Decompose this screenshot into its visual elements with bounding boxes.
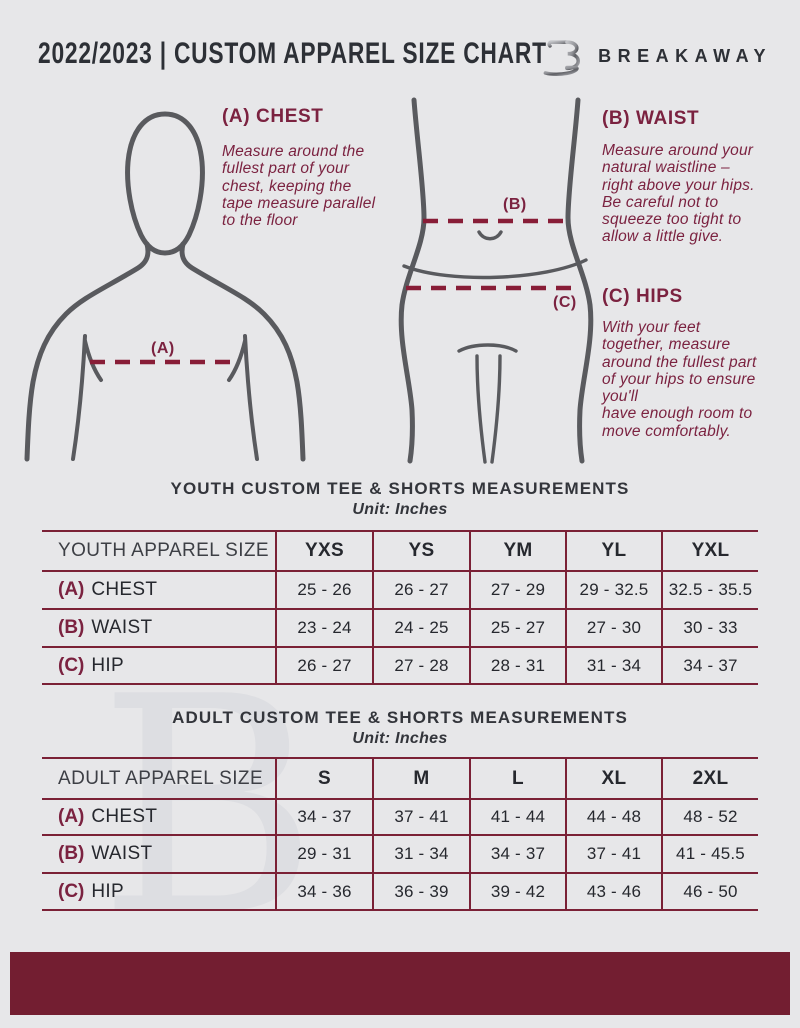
adult-waist-row: (B) WAIST 29 - 31 31 - 34 34 - 37 37 - 41… — [42, 836, 758, 874]
cell: 37 - 41 — [372, 800, 469, 834]
brand-watermark-letter: B — [98, 633, 319, 982]
hips-description: With your feet together, measure around … — [602, 319, 757, 440]
youth-col-ym: YM — [469, 532, 565, 570]
row-name: CHEST — [91, 579, 158, 600]
cell: 30 - 33 — [661, 610, 758, 646]
row-key: (C) — [58, 654, 85, 676]
adult-col-l: L — [469, 759, 565, 798]
brand-name: BREAKAWAY — [598, 45, 772, 66]
brand-logo: BREAKAWAY — [540, 29, 772, 83]
row-key: (A) — [58, 806, 85, 827]
waist-hip-figure — [398, 97, 594, 464]
youth-hip-row: (C) HIP 26 - 27 27 - 28 28 - 31 31 - 34 3… — [42, 648, 758, 685]
cell: 28 - 31 — [469, 648, 565, 683]
cell: 26 - 27 — [275, 648, 372, 683]
row-name: CHEST — [91, 806, 158, 827]
youth-col-ys: YS — [372, 532, 469, 570]
cell: 27 - 30 — [565, 610, 661, 646]
cell: 32.5 - 35.5 — [661, 572, 758, 608]
cell: 25 - 27 — [469, 610, 565, 646]
cell: 34 - 36 — [275, 874, 372, 909]
cell: 29 - 32.5 — [565, 572, 661, 608]
page-title: 2022/2023 | CUSTOM APPAREL SIZE CHART — [38, 37, 547, 70]
cell: 34 - 37 — [275, 800, 372, 834]
cell: 41 - 44 — [469, 800, 565, 834]
cell: 26 - 27 — [372, 572, 469, 608]
adult-col-m: M — [372, 759, 469, 798]
cell: 27 - 29 — [469, 572, 565, 608]
measurement-figures — [24, 97, 594, 464]
adult-hip-row: (C) HIP 34 - 36 36 - 39 39 - 42 43 - 46 4… — [42, 874, 758, 911]
cell: 37 - 41 — [565, 836, 661, 872]
youth-col-yxs: YXS — [275, 532, 372, 570]
youth-chest-row: (A) CHEST 25 - 26 26 - 27 27 - 29 29 - 32… — [42, 572, 758, 610]
row-key: (C) — [58, 880, 85, 902]
youth-waist-row: (B) WAIST 23 - 24 24 - 25 25 - 27 27 - 30… — [42, 610, 758, 648]
youth-col-yxl: YXL — [661, 532, 758, 570]
youth-header-row: YOUTH APPAREL SIZE YXS YS YM YL YXL — [42, 532, 758, 572]
youth-col-yl: YL — [565, 532, 661, 570]
cell: 36 - 39 — [372, 874, 469, 909]
hip-marker: (C) — [553, 294, 577, 311]
footer-accent-bar — [10, 952, 790, 1015]
waist-heading: (B) WAIST — [602, 108, 700, 129]
adult-col-s: S — [275, 759, 372, 798]
cell: 39 - 42 — [469, 874, 565, 909]
adult-section-title: ADULT CUSTOM TEE & SHORTS MEASUREMENTS — [172, 708, 628, 727]
row-key: (A) — [58, 579, 85, 600]
row-name: HIP — [91, 654, 124, 676]
breakaway-b-icon — [543, 38, 580, 76]
adult-chest-row: (A) CHEST 34 - 37 37 - 41 41 - 44 44 - 48… — [42, 800, 758, 836]
cell: 34 - 37 — [661, 648, 758, 683]
cell: 24 - 25 — [372, 610, 469, 646]
cell: 44 - 48 — [565, 800, 661, 834]
cell: 43 - 46 — [565, 874, 661, 909]
adult-col-2xl: 2XL — [661, 759, 758, 798]
cell: 46 - 50 — [661, 874, 758, 909]
row-name: WAIST — [91, 617, 153, 638]
chest-marker: (A) — [151, 340, 175, 357]
youth-section-title: YOUTH CUSTOM TEE & SHORTS MEASUREMENTS — [170, 479, 630, 498]
adult-size-label: ADULT APPAREL SIZE — [58, 767, 264, 789]
waist-marker: (B) — [503, 196, 527, 213]
row-name: WAIST — [91, 843, 153, 864]
row-key: (B) — [58, 617, 85, 638]
chest-description: Measure around the fullest part of your … — [222, 143, 376, 230]
cell: 27 - 28 — [372, 648, 469, 683]
adult-col-xl: XL — [565, 759, 661, 798]
youth-size-label: YOUTH APPAREL SIZE — [58, 540, 269, 561]
cell: 34 - 37 — [469, 836, 565, 872]
hips-heading: (C) HIPS — [602, 286, 683, 307]
cell: 29 - 31 — [275, 836, 372, 872]
cell: 31 - 34 — [565, 648, 661, 683]
youth-unit-label: Unit: Inches — [352, 501, 448, 518]
adult-header-row: ADULT APPAREL SIZE S M L XL 2XL — [42, 759, 758, 800]
cell: 48 - 52 — [661, 800, 758, 834]
row-key: (B) — [58, 843, 85, 864]
chest-heading: (A) CHEST — [222, 106, 324, 127]
waist-description: Measure around your natural waistline – … — [602, 142, 755, 246]
youth-size-table: YOUTH APPAREL SIZE YXS YS YM YL YXL (A) C… — [42, 530, 758, 685]
row-name: HIP — [91, 880, 124, 902]
cell: 41 - 45.5 — [661, 836, 758, 872]
cell: 23 - 24 — [275, 610, 372, 646]
cell: 31 - 34 — [372, 836, 469, 872]
adult-unit-label: Unit: Inches — [352, 730, 448, 747]
cell: 25 - 26 — [275, 572, 372, 608]
adult-size-table: ADULT APPAREL SIZE S M L XL 2XL (A) CHEST… — [42, 757, 758, 911]
